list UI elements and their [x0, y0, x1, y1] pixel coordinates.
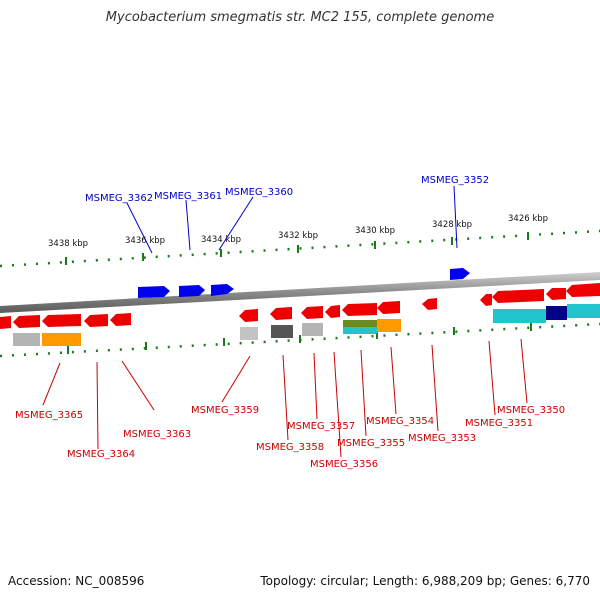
tick-label-3434: 3434 kbp — [201, 235, 241, 245]
gene-arrow-msmeg-3353[interactable] — [422, 298, 437, 310]
gene-label-msmeg-3356[interactable]: MSMEG_3356 — [310, 459, 378, 470]
gene-label-msmeg-3357[interactable]: MSMEG_3357 — [287, 421, 355, 432]
forward-gene-leaders — [126, 185, 458, 254]
forward-gene-labels: MSMEG_3362 MSMEG_3361 MSMEG_3360 MSMEG_3… — [85, 175, 489, 204]
cog-bar-gray-2 — [240, 327, 258, 340]
gene-arrow-msmeg-3360[interactable] — [211, 284, 234, 296]
gene-arrow-msmeg-3359[interactable] — [239, 309, 258, 322]
gene-arrow-msmeg-3350a[interactable] — [492, 289, 544, 303]
cog-bar-navy — [546, 306, 567, 320]
reverse-strand-genes — [0, 283, 600, 329]
gene-label-msmeg-3354[interactable]: MSMEG_3354 — [366, 416, 434, 427]
gene-label-msmeg-3351[interactable]: MSMEG_3351 — [465, 418, 533, 429]
gene-arrow-msmeg-3363a[interactable] — [84, 314, 108, 327]
cog-bar-gray-3 — [302, 323, 323, 336]
cog-bar-cyan-2 — [493, 309, 546, 323]
accession-text: Accession: NC_008596 — [8, 574, 145, 588]
tick-label-3436: 3436 kbp — [125, 236, 165, 246]
gene-label-msmeg-3358[interactable]: MSMEG_3358 — [256, 442, 324, 453]
gene-arrow-msmeg-3366[interactable] — [0, 316, 11, 329]
gene-arrow-msmeg-3351[interactable] — [480, 294, 492, 306]
tick-label-3428: 3428 kbp — [432, 220, 472, 230]
gene-label-msmeg-3364[interactable]: MSMEG_3364 — [67, 449, 135, 460]
tick-label-3438: 3438 kbp — [48, 239, 88, 249]
gene-label-msmeg-3355[interactable]: MSMEG_3355 — [337, 438, 405, 449]
forward-strand-genes — [138, 268, 470, 298]
gene-label-msmeg-3350[interactable]: MSMEG_3350 — [497, 405, 565, 416]
gene-label-msmeg-3352[interactable]: MSMEG_3352 — [421, 175, 489, 186]
scale-dots-upper — [0, 229, 600, 268]
scale-major-ticks-upper — [65, 232, 529, 265]
cog-category-bars — [13, 304, 600, 346]
gene-arrow-msmeg-3358[interactable] — [270, 307, 292, 320]
gene-arrow-msmeg-3350b[interactable] — [546, 288, 566, 300]
reverse-gene-labels: MSMEG_3365 MSMEG_3364 MSMEG_3363 MSMEG_3… — [15, 405, 565, 470]
genome-backbone — [0, 272, 600, 313]
gene-arrow-msmeg-3357[interactable] — [301, 306, 323, 319]
gene-arrow-msmeg-3352[interactable] — [450, 268, 470, 280]
cog-bar-olive — [343, 320, 377, 327]
gene-arrow-msmeg-3363b[interactable] — [110, 313, 131, 326]
gene-label-msmeg-3363[interactable]: MSMEG_3363 — [123, 429, 191, 440]
gene-arrow-msmeg-3356[interactable] — [325, 305, 340, 318]
cog-bar-orange-1 — [42, 333, 81, 346]
gene-arrow-msmeg-3364[interactable] — [42, 314, 81, 327]
gene-label-msmeg-3353[interactable]: MSMEG_3353 — [408, 433, 476, 444]
gene-label-msmeg-3365[interactable]: MSMEG_3365 — [15, 410, 83, 421]
genome-summary-text: Topology: circular; Length: 6,988,209 bp… — [260, 574, 590, 588]
cog-bar-darkgray — [271, 325, 293, 338]
gene-label-msmeg-3360[interactable]: MSMEG_3360 — [225, 187, 293, 198]
gene-label-msmeg-3362[interactable]: MSMEG_3362 — [85, 193, 153, 204]
genome-title: Mycobacterium smegmatis str. MC2 155, co… — [105, 10, 495, 25]
scale-tick-labels: 3438 kbp 3436 kbp 3434 kbp 3432 kbp 3430… — [48, 214, 548, 249]
scale-major-ticks-lower — [67, 323, 532, 354]
cog-bar-gray-1 — [13, 333, 40, 346]
tick-label-3426: 3426 kbp — [508, 214, 548, 224]
gene-arrow-msmeg-3361[interactable] — [179, 285, 205, 297]
gene-arrow-msmeg-3362[interactable] — [138, 286, 170, 298]
gene-arrow-msmeg-3354[interactable] — [377, 301, 400, 314]
tick-label-3430: 3430 kbp — [355, 226, 395, 236]
gene-arrow-msmeg-3355[interactable] — [342, 303, 377, 316]
cog-bar-cyan-3 — [567, 304, 600, 318]
tick-label-3432: 3432 kbp — [278, 231, 318, 241]
cog-bar-cyan-1 — [343, 327, 377, 334]
cog-bar-orange-2 — [377, 319, 401, 332]
reverse-gene-leaders — [42, 338, 528, 458]
gene-arrow-msmeg-3365[interactable] — [13, 315, 40, 328]
gene-label-msmeg-3361[interactable]: MSMEG_3361 — [154, 191, 222, 202]
gene-label-msmeg-3359[interactable]: MSMEG_3359 — [191, 405, 259, 416]
gene-arrow-msmeg-3349[interactable] — [566, 283, 600, 297]
